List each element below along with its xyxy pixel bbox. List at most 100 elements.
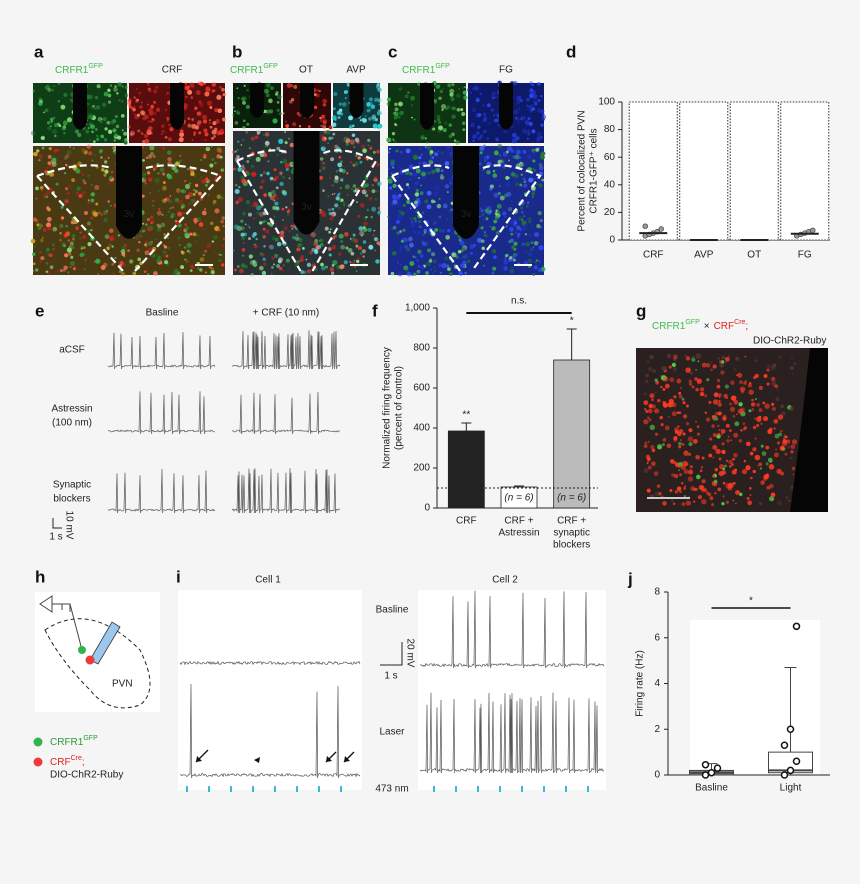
cell-dot bbox=[775, 388, 779, 391]
cell-dot bbox=[177, 211, 183, 217]
cell-dot bbox=[235, 200, 240, 205]
cell-dot bbox=[68, 184, 72, 188]
cell-dot bbox=[153, 165, 158, 170]
cell-dot bbox=[51, 88, 55, 92]
cell-dot bbox=[404, 244, 409, 249]
cell-dot bbox=[93, 140, 96, 143]
cell-dot bbox=[90, 105, 95, 109]
cell-dot bbox=[469, 91, 472, 94]
cell-dot bbox=[263, 109, 267, 114]
region-label: 3v bbox=[301, 202, 312, 213]
cell-dot bbox=[538, 165, 544, 171]
cell-dot bbox=[339, 112, 344, 116]
voltage-trace bbox=[107, 469, 216, 514]
cell-dot bbox=[33, 245, 36, 248]
cell-dot bbox=[691, 355, 695, 359]
cell-dot bbox=[180, 158, 183, 162]
y-tick-label: 2 bbox=[654, 724, 660, 735]
cell-dot bbox=[409, 172, 413, 176]
cell-dot bbox=[147, 273, 150, 276]
cell-dot bbox=[147, 82, 150, 85]
cell-dot bbox=[350, 187, 354, 191]
cell-dot bbox=[206, 100, 213, 106]
cell-dot bbox=[38, 159, 41, 162]
cell-dot bbox=[732, 457, 735, 461]
cell-dot bbox=[701, 479, 706, 484]
cell-dot bbox=[177, 199, 183, 205]
cell-dot bbox=[49, 265, 54, 270]
cell-dot bbox=[765, 462, 769, 466]
cell-dot bbox=[162, 185, 167, 191]
cell-dot bbox=[245, 130, 249, 134]
cell-dot bbox=[275, 196, 279, 200]
cell-dot bbox=[486, 210, 492, 215]
cell-dot bbox=[237, 167, 243, 172]
cell-dot bbox=[72, 237, 75, 241]
cell-dot bbox=[90, 216, 94, 220]
cell-dot bbox=[141, 101, 143, 104]
cell-dot bbox=[44, 169, 49, 174]
cell-dot bbox=[282, 159, 288, 164]
cell-dot bbox=[368, 241, 371, 244]
cell-dot bbox=[322, 103, 326, 107]
cell-dot bbox=[407, 186, 411, 189]
cell-dot bbox=[526, 104, 530, 108]
cell-dot bbox=[464, 86, 466, 88]
cell-dot bbox=[294, 236, 300, 241]
cell-dot bbox=[129, 259, 134, 264]
cell-dot bbox=[41, 146, 45, 150]
cell-dot bbox=[499, 162, 504, 168]
cell-dot bbox=[387, 168, 390, 171]
cell-dot bbox=[428, 158, 433, 163]
cell-dot bbox=[392, 138, 395, 141]
cell-dot bbox=[46, 222, 52, 228]
cell-dot bbox=[446, 264, 450, 268]
cell-dot bbox=[155, 238, 158, 241]
cell-dot bbox=[701, 456, 705, 460]
cell-dot bbox=[339, 186, 342, 190]
cell-dot bbox=[274, 175, 279, 180]
cell-dot bbox=[526, 201, 530, 204]
cell-dot bbox=[533, 169, 537, 172]
cell-dot bbox=[273, 178, 277, 182]
cell-dot bbox=[196, 111, 203, 117]
y-tick-label: 100 bbox=[598, 97, 615, 108]
pvn-outline bbox=[236, 149, 378, 272]
x-tick-label: Basline bbox=[695, 783, 728, 794]
cell-dot bbox=[533, 240, 539, 246]
cell-dot bbox=[393, 111, 399, 117]
cell-dot bbox=[246, 171, 251, 176]
cell-dot bbox=[521, 243, 525, 246]
cell-dot bbox=[90, 198, 95, 203]
cell-dot bbox=[698, 484, 705, 491]
cell-dot bbox=[529, 81, 534, 85]
cell-dot bbox=[220, 168, 224, 172]
cell-dot bbox=[213, 127, 218, 132]
cell-dot bbox=[420, 254, 424, 258]
cell-dot bbox=[687, 436, 694, 442]
cell-dot bbox=[681, 502, 686, 506]
cell-dot bbox=[121, 100, 124, 103]
cell-dot bbox=[500, 159, 505, 164]
cell-dot bbox=[531, 191, 536, 196]
cell-dot bbox=[144, 244, 148, 248]
cell-dot bbox=[189, 232, 193, 236]
cell-dot bbox=[329, 267, 335, 272]
cell-dot bbox=[486, 155, 490, 159]
cell-dot bbox=[716, 384, 721, 389]
cell-dot bbox=[322, 210, 325, 213]
cell-dot bbox=[348, 124, 354, 129]
cell-dot bbox=[345, 246, 349, 250]
cell-dot bbox=[495, 137, 499, 142]
cell-dot bbox=[791, 439, 798, 445]
cell-dot bbox=[199, 268, 203, 272]
cell-dot bbox=[386, 102, 391, 106]
cell-dot bbox=[331, 264, 335, 267]
cell-dot bbox=[688, 379, 692, 384]
cell-dot bbox=[170, 213, 175, 219]
cell-dot bbox=[513, 81, 518, 86]
cell-dot bbox=[124, 93, 129, 98]
cell-dot bbox=[204, 91, 210, 97]
cell-dot bbox=[432, 259, 437, 264]
cell-dot bbox=[310, 232, 316, 238]
